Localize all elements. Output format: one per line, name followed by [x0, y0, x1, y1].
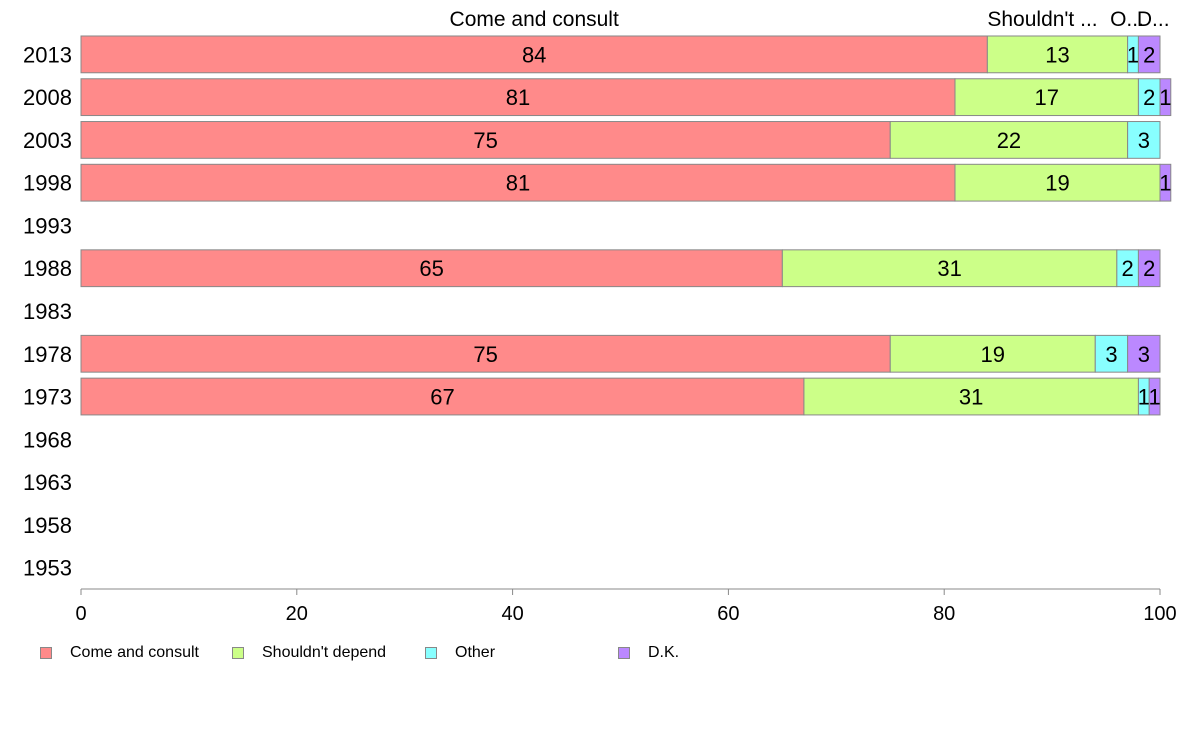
top-series-label: Shouldn't ... — [987, 8, 1097, 31]
top-series-label: Come and consult — [450, 8, 619, 31]
bar-segment — [1159, 163, 1172, 202]
bar-segment — [1137, 249, 1161, 288]
bar-segment — [889, 121, 1129, 159]
y-tick-label: 1993 — [23, 213, 72, 238]
data-label: 17 — [1034, 85, 1058, 110]
bar-segment — [80, 334, 891, 373]
data-label: 84 — [522, 42, 546, 67]
legend-label: D.K. — [648, 644, 680, 661]
bar-segment — [954, 163, 1161, 202]
legend-swatch-come-and-consult — [40, 647, 52, 659]
legend-label: Other — [455, 644, 496, 661]
bar-segment — [1148, 377, 1161, 416]
x-tick-label: 20 — [286, 603, 308, 625]
top-series-label: O... — [1110, 8, 1144, 31]
data-label: 31 — [959, 385, 983, 410]
data-label: 75 — [473, 342, 497, 367]
data-label: 2 — [1143, 256, 1155, 281]
y-tick-label: 1988 — [23, 256, 72, 281]
bar-segment — [1127, 334, 1161, 373]
bar-segment — [781, 249, 1118, 288]
data-label: 75 — [473, 128, 497, 153]
bar-segment — [986, 35, 1129, 74]
y-tick-label: 1983 — [23, 299, 72, 324]
x-tick-label: 60 — [717, 603, 739, 625]
bar-segment — [1127, 121, 1161, 159]
data-label: 2 — [1143, 42, 1155, 67]
data-label: 22 — [997, 128, 1021, 153]
data-label: 13 — [1045, 42, 1069, 67]
data-label: 2 — [1143, 85, 1155, 110]
data-label: 19 — [981, 342, 1005, 367]
data-label: 81 — [506, 171, 530, 196]
data-label: 31 — [937, 256, 961, 281]
bar-segment — [803, 377, 1139, 416]
legend-label: Shouldn't depend — [262, 644, 387, 661]
bar-segment — [1159, 78, 1172, 117]
bar-segment — [889, 334, 1096, 373]
y-tick-label: 2003 — [23, 128, 72, 153]
top-series-label: D... — [1137, 8, 1170, 31]
x-tick-label: 40 — [501, 603, 523, 625]
y-tick-label: 1953 — [23, 556, 72, 581]
legend-swatch-dk — [618, 647, 630, 659]
data-label: 1 — [1127, 42, 1139, 67]
y-tick-label: 1968 — [23, 427, 72, 452]
data-label: 1 — [1159, 171, 1171, 196]
y-tick-label: 1958 — [23, 513, 72, 538]
bar-segment — [80, 121, 891, 159]
data-label: 19 — [1045, 171, 1069, 196]
data-label: 1 — [1138, 385, 1150, 410]
data-label: 65 — [419, 256, 443, 281]
data-label: 2 — [1122, 256, 1134, 281]
bar-segment — [1137, 35, 1161, 74]
legend-swatch-other — [425, 647, 437, 659]
y-tick-label: 1998 — [23, 171, 72, 196]
y-tick-label: 1978 — [23, 342, 72, 367]
legend-label: Come and consult — [70, 644, 199, 661]
data-label: 3 — [1105, 342, 1117, 367]
x-tick-label: 0 — [75, 603, 86, 625]
data-label: 3 — [1138, 342, 1150, 367]
x-tick-label: 80 — [933, 603, 955, 625]
bar-segment — [1094, 334, 1129, 373]
data-label: 3 — [1138, 128, 1150, 153]
y-tick-label: 1973 — [23, 385, 72, 410]
data-label: 1 — [1159, 85, 1171, 110]
data-label: 1 — [1148, 385, 1160, 410]
data-label: 67 — [430, 385, 454, 410]
legend-swatch-shouldnt-depend — [232, 647, 244, 659]
bar-segment — [80, 249, 783, 288]
bar-segment — [80, 377, 805, 416]
y-tick-label: 1963 — [23, 470, 72, 495]
y-tick-label: 2013 — [23, 42, 72, 67]
x-tick-label: 100 — [1143, 603, 1176, 625]
data-label: 81 — [506, 85, 530, 110]
y-tick-label: 2008 — [23, 85, 72, 110]
bar-segment — [80, 78, 956, 117]
